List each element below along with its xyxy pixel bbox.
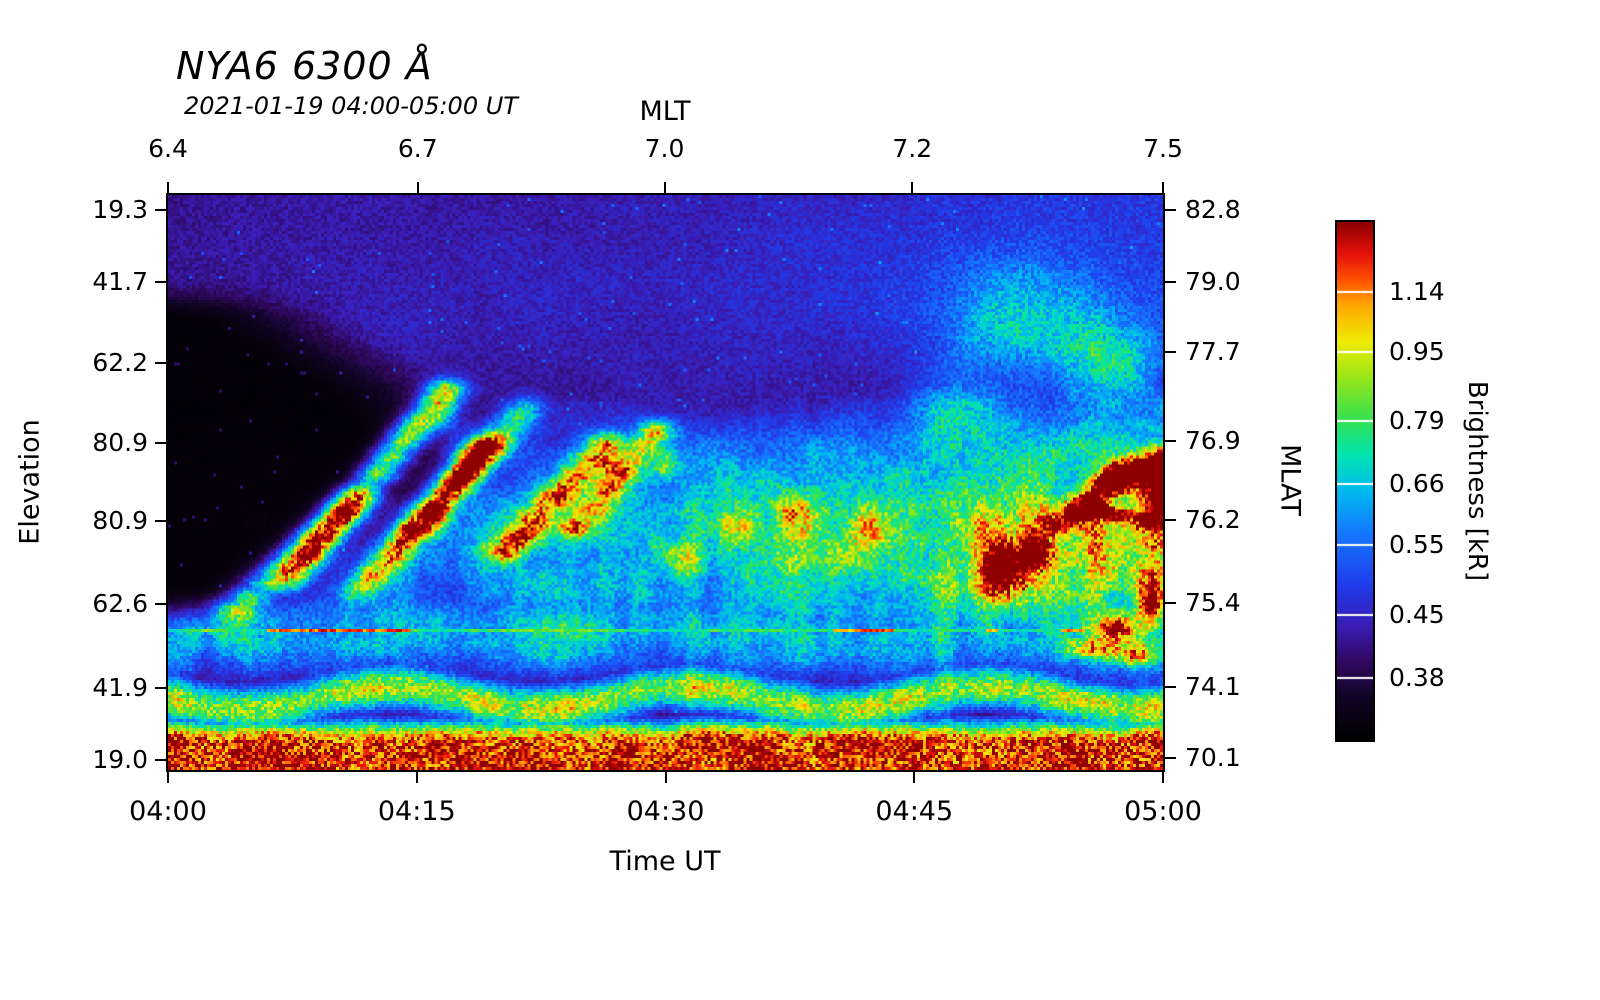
left-tick-mark — [155, 686, 166, 689]
plot-title: NYA6 6300 Å — [176, 44, 433, 88]
left-axis-title: Elevation — [14, 419, 46, 545]
left-tick-mark — [155, 520, 166, 523]
colorbar-tick-label: 0.55 — [1389, 529, 1445, 559]
left-tick-mark — [155, 602, 166, 605]
bottom-tick-label: 04:45 — [875, 796, 954, 827]
right-tick-label: 74.1 — [1185, 672, 1241, 702]
right-tick-label: 70.1 — [1185, 742, 1241, 772]
colorbar-tick-label: 1.14 — [1389, 276, 1445, 306]
colorbar-tick-label: 0.95 — [1389, 337, 1445, 367]
colorbar-frame — [1335, 220, 1375, 742]
bottom-tick-mark — [415, 772, 418, 783]
left-tick-mark — [155, 441, 166, 444]
right-tick-mark — [1165, 350, 1176, 353]
bottom-tick-mark — [1162, 772, 1164, 783]
right-tick-mark — [1165, 518, 1176, 521]
bottom-tick-mark — [664, 772, 667, 783]
right-tick-label: 79.0 — [1185, 266, 1241, 296]
left-tick-label: 19.0 — [92, 744, 148, 774]
colorbar-tick-label: 0.79 — [1389, 405, 1445, 435]
left-tick-label: 41.9 — [92, 672, 148, 702]
bottom-tick-mark — [167, 772, 169, 783]
right-tick-mark — [1165, 440, 1176, 443]
colorbar-tick-label: 0.66 — [1389, 469, 1445, 499]
right-tick-mark — [1165, 756, 1176, 759]
top-tick-label: 6.7 — [397, 134, 438, 163]
left-tick-label: 19.3 — [92, 194, 148, 224]
right-tick-mark — [1165, 686, 1176, 689]
right-tick-label: 77.7 — [1185, 336, 1241, 366]
right-axis-title: MLAT — [1274, 444, 1306, 516]
top-tick-mark — [1162, 182, 1164, 193]
right-tick-label: 76.2 — [1185, 504, 1241, 534]
bottom-axis-title: Time UT — [609, 846, 721, 877]
right-tick-label: 76.9 — [1185, 426, 1241, 456]
bottom-tick-label: 04:15 — [377, 796, 456, 827]
colorbar-tick-label: 0.45 — [1389, 599, 1445, 629]
top-tick-mark — [911, 182, 914, 193]
right-tick-label: 75.4 — [1185, 587, 1241, 617]
right-tick-mark — [1165, 280, 1176, 283]
left-tick-mark — [155, 758, 166, 761]
right-tick-mark — [1165, 601, 1176, 604]
top-tick-label: 7.0 — [644, 134, 685, 163]
top-tick-mark — [663, 182, 666, 193]
left-tick-label: 62.6 — [92, 588, 148, 618]
plot-subtitle: 2021-01-19 04:00-05:00 UT — [184, 92, 518, 120]
top-axis-title: MLT — [639, 96, 691, 127]
bottom-tick-label: 04:00 — [129, 796, 207, 827]
left-tick-label: 80.9 — [92, 506, 148, 536]
colorbar-canvas — [1337, 222, 1373, 740]
bottom-tick-label: 05:00 — [1124, 796, 1202, 827]
colorbar-tick-label: 0.38 — [1389, 662, 1445, 692]
left-tick-label: 62.2 — [92, 347, 148, 377]
right-tick-label: 82.8 — [1185, 194, 1241, 224]
top-tick-mark — [167, 182, 169, 193]
left-tick-mark — [155, 208, 166, 211]
keogram-heatmap-canvas — [168, 195, 1163, 770]
top-tick-mark — [416, 182, 419, 193]
bottom-tick-mark — [913, 772, 916, 783]
left-tick-label: 80.9 — [92, 427, 148, 457]
bottom-tick-label: 04:30 — [626, 796, 705, 827]
right-tick-mark — [1165, 208, 1176, 211]
top-tick-label: 7.5 — [1143, 134, 1183, 163]
top-tick-label: 6.4 — [148, 134, 188, 163]
left-tick-label: 41.7 — [92, 266, 148, 296]
top-tick-label: 7.2 — [892, 134, 933, 163]
left-tick-mark — [155, 361, 166, 364]
left-tick-mark — [155, 280, 166, 283]
